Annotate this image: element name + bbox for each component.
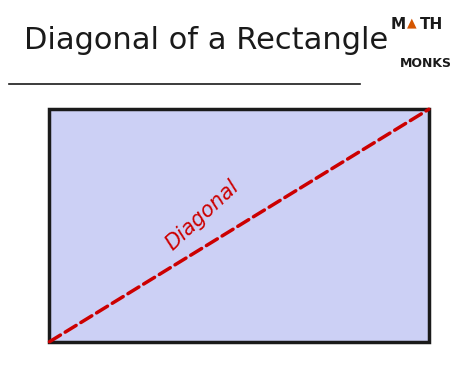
Text: Diagonal of a Rectangle: Diagonal of a Rectangle [24,26,388,55]
Text: ▲: ▲ [407,17,416,29]
Text: TH: TH [420,17,443,32]
Text: Diagonal: Diagonal [162,176,243,254]
Text: MONKS: MONKS [400,57,452,70]
Bar [49,109,429,342]
Text: M: M [391,17,406,32]
